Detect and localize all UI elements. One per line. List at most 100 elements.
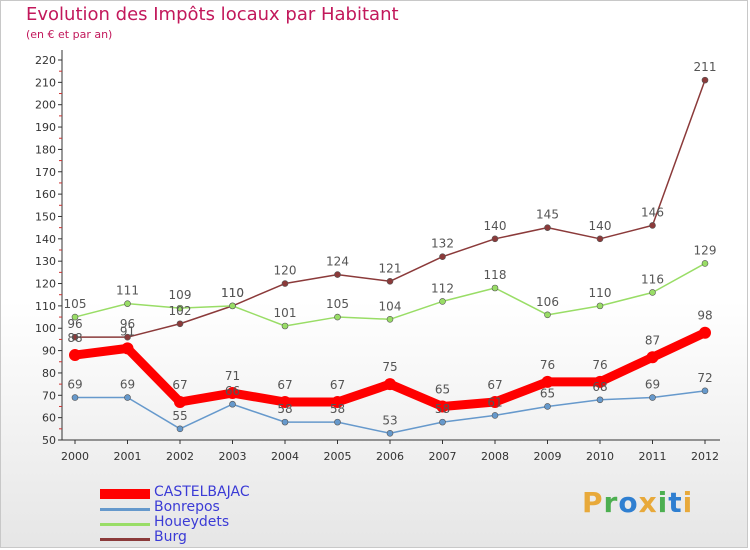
data-point bbox=[331, 396, 344, 408]
data-point bbox=[176, 320, 184, 328]
y-tick-label: 90 bbox=[42, 345, 56, 358]
x-tick-label: 2010 bbox=[586, 450, 614, 463]
data-label: 96 bbox=[120, 317, 135, 331]
data-point bbox=[334, 418, 341, 426]
data-point bbox=[71, 313, 79, 321]
data-label: 101 bbox=[274, 306, 297, 320]
data-point bbox=[124, 300, 131, 307]
data-label: 67 bbox=[330, 378, 345, 392]
logo-letter: P bbox=[582, 486, 604, 519]
data-point bbox=[649, 394, 656, 401]
data-label: 61 bbox=[487, 395, 502, 409]
data-point bbox=[124, 333, 131, 341]
data-point bbox=[71, 333, 79, 341]
data-label: 110 bbox=[589, 286, 612, 300]
y-tick-label: 190 bbox=[35, 121, 56, 134]
data-point bbox=[699, 326, 711, 339]
y-tick-label: 130 bbox=[35, 255, 56, 268]
legend-label: CASTELBAJAC bbox=[154, 484, 250, 500]
data-label: 110 bbox=[221, 286, 244, 300]
x-tick-label: 2008 bbox=[481, 450, 509, 463]
data-label: 109 bbox=[169, 288, 192, 302]
legend-label: Bonrepos bbox=[154, 499, 220, 515]
y-tick-label: 120 bbox=[35, 278, 56, 291]
data-label: 55 bbox=[172, 409, 187, 423]
data-point bbox=[226, 387, 239, 400]
logo-letter: o bbox=[618, 486, 639, 519]
data-point bbox=[491, 412, 499, 419]
legend-label: Houeydets bbox=[154, 514, 230, 530]
y-tick-label: 50 bbox=[42, 434, 56, 447]
data-label: 118 bbox=[484, 268, 507, 282]
y-tick-label: 220 bbox=[35, 54, 56, 67]
data-label: 105 bbox=[64, 297, 87, 311]
data-point bbox=[279, 396, 291, 408]
x-tick-label: 2006 bbox=[376, 450, 404, 463]
data-label: 106 bbox=[536, 295, 559, 309]
data-label: 58 bbox=[277, 402, 292, 416]
y-tick-label: 150 bbox=[35, 210, 56, 223]
legend-label: Burg bbox=[154, 529, 187, 545]
data-label: 211 bbox=[694, 60, 717, 74]
data-label: 67 bbox=[487, 378, 502, 392]
y-tick-label: 210 bbox=[35, 76, 56, 89]
y-tick-label: 110 bbox=[35, 300, 56, 313]
data-point bbox=[439, 418, 446, 426]
data-point bbox=[334, 313, 341, 321]
data-point bbox=[701, 387, 709, 395]
data-label: 105 bbox=[326, 297, 349, 311]
data-point bbox=[596, 235, 604, 243]
data-label: 146 bbox=[641, 205, 664, 219]
y-tick-label: 180 bbox=[35, 143, 56, 156]
y-tick-label: 170 bbox=[35, 166, 56, 179]
data-label: 88 bbox=[67, 331, 82, 345]
data-label: 98 bbox=[697, 309, 712, 323]
legend-swatch bbox=[100, 523, 150, 526]
y-tick-label: 60 bbox=[42, 412, 56, 425]
data-point bbox=[544, 403, 551, 410]
data-label: 53 bbox=[382, 413, 397, 427]
series-layer bbox=[69, 76, 711, 437]
data-label: 72 bbox=[697, 371, 712, 385]
data-point bbox=[701, 76, 709, 84]
data-label: 75 bbox=[382, 360, 397, 374]
data-label: 121 bbox=[379, 261, 402, 275]
data-point bbox=[281, 322, 289, 330]
data-label: 102 bbox=[169, 304, 192, 318]
data-point bbox=[544, 311, 551, 319]
data-point bbox=[386, 315, 394, 323]
data-point bbox=[646, 351, 659, 364]
data-label: 91 bbox=[120, 324, 135, 338]
data-label: 129 bbox=[694, 243, 717, 257]
data-label: 132 bbox=[431, 237, 454, 251]
data-label: 69 bbox=[120, 378, 135, 392]
data-point bbox=[544, 224, 551, 231]
data-point bbox=[436, 400, 449, 413]
x-tick-label: 2009 bbox=[534, 450, 562, 463]
data-label: 65 bbox=[540, 386, 555, 400]
data-point bbox=[281, 280, 289, 287]
data-label: 58 bbox=[435, 402, 450, 416]
data-point bbox=[386, 429, 394, 437]
data-point bbox=[491, 284, 499, 292]
data-point bbox=[386, 277, 394, 285]
y-tick-label: 70 bbox=[42, 389, 56, 402]
data-point bbox=[701, 260, 709, 267]
chart-title: Evolution des Impôts locaux par Habitant bbox=[26, 4, 399, 25]
data-label: 104 bbox=[379, 299, 402, 313]
y-tick-label: 140 bbox=[35, 233, 56, 246]
x-tick-label: 2000 bbox=[61, 450, 89, 463]
legend-swatch bbox=[100, 508, 150, 511]
axes: 50 60 70 80 90 100 110 120 130 140 150 160 170 180 190… bbox=[35, 50, 720, 463]
data-point bbox=[71, 394, 79, 401]
x-tick-label: 2002 bbox=[166, 450, 194, 463]
data-label: 65 bbox=[435, 382, 450, 396]
data-label: 76 bbox=[540, 358, 555, 372]
data-label: 145 bbox=[536, 208, 559, 222]
data-label: 140 bbox=[484, 219, 507, 233]
data-point bbox=[541, 375, 554, 388]
data-label: 67 bbox=[277, 378, 292, 392]
data-label: 124 bbox=[326, 255, 349, 269]
data-point bbox=[649, 289, 656, 296]
